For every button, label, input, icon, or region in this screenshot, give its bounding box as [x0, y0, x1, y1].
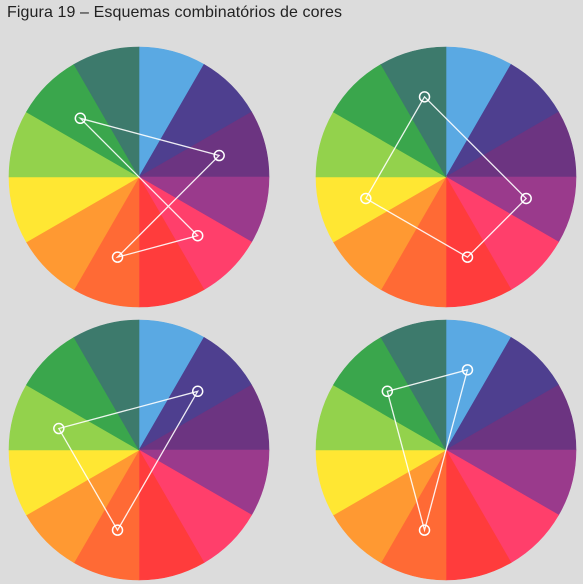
wheel-segment [380, 319, 447, 452]
wheel-segment [73, 46, 140, 179]
scheme-bottom-left-polygon [57, 390, 200, 532]
scheme-vertex-marker [520, 192, 532, 205]
scheme-vertex-marker [111, 524, 124, 536]
scheme-vertex-marker [213, 149, 225, 162]
scheme-vertex-marker [74, 112, 87, 125]
scheme-vertex-marker [111, 251, 124, 263]
wheel-segment [73, 319, 140, 452]
scheme-vertex-marker [461, 251, 474, 263]
figure-caption: Figura 19 – Esquemas combinatórios de co… [7, 4, 343, 21]
wheel-segment [380, 46, 447, 179]
scheme-top-left-polygon [78, 117, 221, 259]
scheme-vertex-marker [53, 422, 65, 435]
color-wheel-2 [315, 46, 577, 308]
color-wheel-4 [315, 319, 577, 581]
color-wheel-3 [8, 319, 270, 581]
scheme-vertex-marker [418, 524, 431, 536]
scheme-vertex-marker [461, 364, 474, 376]
color-wheel-1 [8, 46, 270, 308]
scheme-vertex-marker [360, 192, 372, 205]
scheme-vertex-marker [191, 385, 204, 398]
scheme-bottom-right-polygon [386, 368, 469, 533]
scheme-top-right-polygon [364, 95, 528, 258]
scheme-vertex-marker [418, 91, 431, 103]
scheme-vertex-marker [381, 385, 394, 398]
scheme-vertex-marker [191, 229, 204, 242]
